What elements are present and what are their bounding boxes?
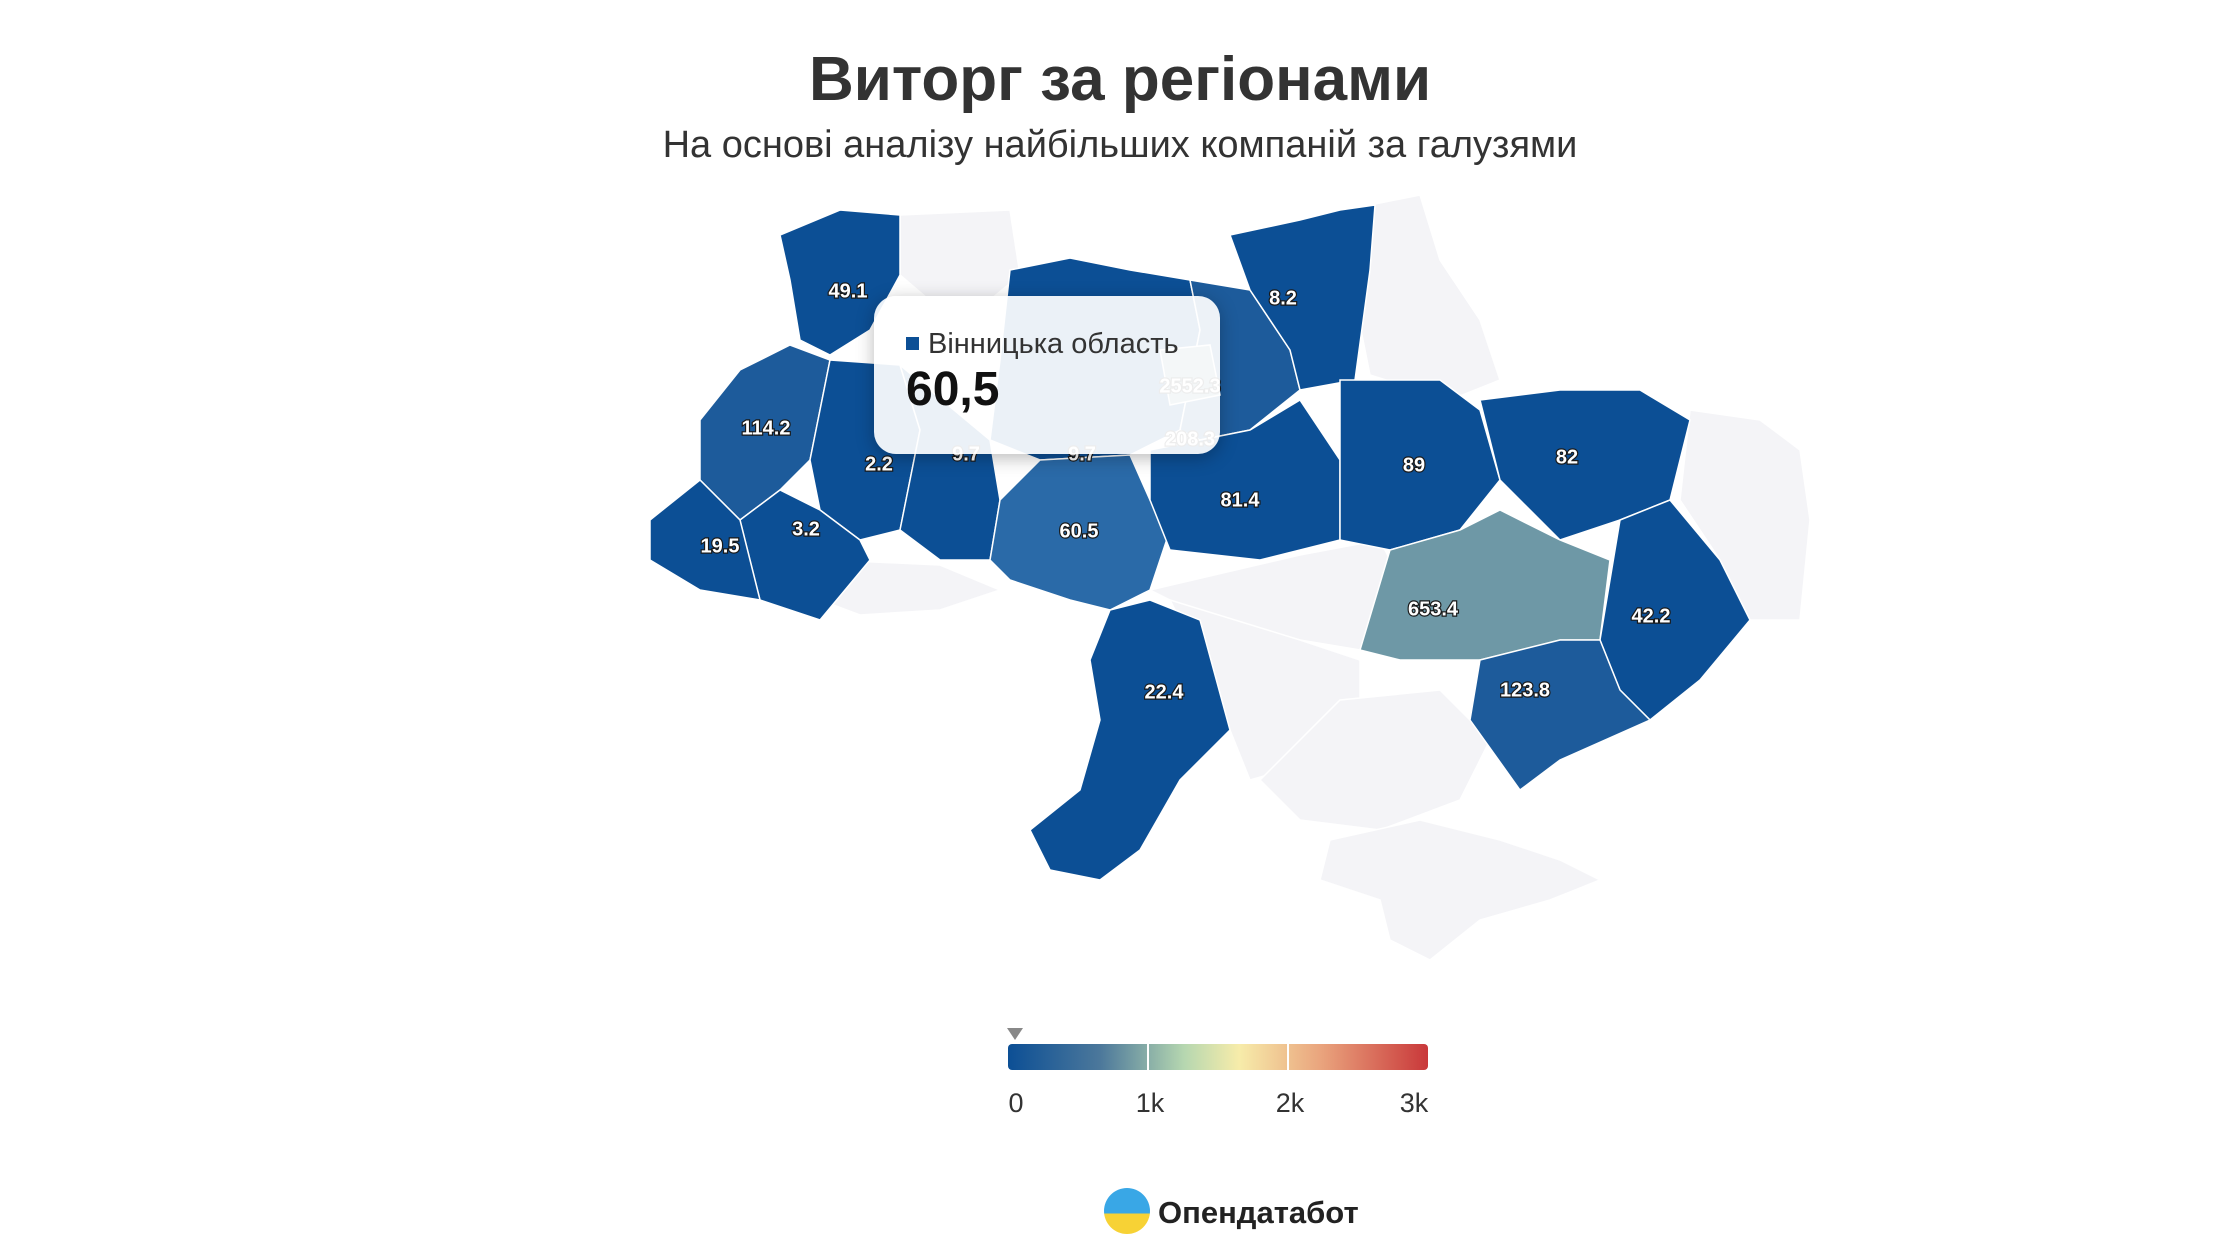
region-label-chernihiv: 8.2	[1269, 287, 1297, 309]
map-title: Виторг за регіонами	[808, 45, 1432, 114]
tooltip-value: 60,5	[906, 363, 1000, 416]
tooltip-series-marker	[906, 337, 919, 350]
legend-tick-3k: 3k	[1399, 1088, 1429, 1118]
legend-tick-2k: 2k	[1275, 1088, 1305, 1118]
region-label-zaporizhzhia: 123.8	[1500, 679, 1550, 701]
region-label-ivano-frankivsk: 3.2	[792, 518, 820, 540]
region-label-lviv: 114.2	[742, 417, 791, 439]
legend-value-marker	[1007, 1028, 1023, 1040]
brand-name: Опендатабот	[1158, 1195, 1359, 1230]
legend-separator	[1147, 1044, 1149, 1070]
region-label-donetsk: 42.2	[1632, 605, 1671, 627]
region-chernihiv[interactable]	[1229, 204, 1376, 391]
region-label-vinnytsia: 60.5	[1060, 520, 1099, 542]
legend-tick-0: 0	[1008, 1088, 1024, 1118]
region-tooltip: Вінницька область 60,5	[874, 296, 1220, 454]
brand-logo-icon	[1104, 1188, 1150, 1234]
region-label-zakarpattia: 19.5	[701, 535, 740, 557]
region-label-poltava: 89	[1403, 454, 1425, 476]
region-odesa[interactable]	[1029, 599, 1231, 881]
region-volyn[interactable]	[779, 209, 901, 356]
region-label-dnipropetrovsk: 653.4	[1408, 598, 1459, 620]
region-zaporizhzhia[interactable]	[1469, 639, 1652, 792]
region-luhansk[interactable]	[1679, 409, 1811, 621]
map-subtitle: На основі аналізу найбільших компаній за…	[662, 124, 1578, 166]
region-zakarpattia[interactable]	[649, 478, 762, 601]
region-kherson[interactable]	[1258, 689, 1491, 831]
color-legend: 0 1k 2k 3k	[1007, 1024, 1429, 1136]
region-label-odesa: 22.4	[1145, 681, 1185, 703]
region-rivne[interactable]	[899, 209, 1021, 306]
region-ivano-frankivsk[interactable]	[739, 489, 871, 621]
tooltip-region-row: Вінницька область	[906, 328, 1179, 361]
region-sumy[interactable]	[1354, 194, 1501, 401]
region-vinnytsia[interactable]	[989, 454, 1171, 611]
legend-gradient-bar	[1008, 1044, 1428, 1070]
region-label-cherkasy: 81.4	[1221, 489, 1261, 511]
region-crimea[interactable]	[1319, 819, 1602, 961]
tooltip-region-name: Вінницька область	[928, 328, 1179, 360]
legend-tick-1k: 1k	[1135, 1088, 1165, 1118]
region-label-ternopil: 2.2	[865, 453, 893, 475]
legend-separator	[1287, 1044, 1289, 1070]
region-label-kharkiv: 82	[1556, 446, 1578, 468]
region-label-volyn: 49.1	[829, 280, 868, 302]
